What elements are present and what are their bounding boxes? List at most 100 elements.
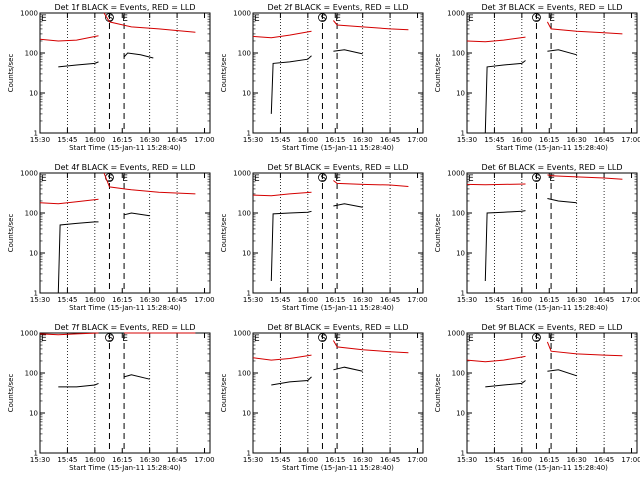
- y-tick-label: 100: [452, 370, 465, 378]
- x-tick-label: 16:15: [539, 296, 559, 304]
- plot-frame: [252, 12, 424, 134]
- x-tick-label: 15:45: [484, 456, 504, 464]
- marker-circle: [318, 333, 327, 342]
- x-tick-label: 15:45: [57, 296, 77, 304]
- panel-title: Det 6f BLACK = Events, RED = LLD: [481, 163, 622, 172]
- x-tick-label: 15:30: [457, 136, 477, 144]
- panel-title: Det 3f BLACK = Events, RED = LLD: [481, 3, 622, 12]
- marker-label: S: [108, 334, 114, 344]
- x-axis-label: Start Time (15-Jan-11 15:28:40): [282, 304, 394, 312]
- y-tick-label: 1000: [233, 330, 251, 338]
- x-tick-label: 16:45: [167, 136, 187, 144]
- marker-label: S: [535, 174, 541, 184]
- x-tick-label: 15:30: [30, 136, 50, 144]
- y-tick-label: 100: [25, 50, 38, 58]
- x-tick-label: 16:30: [140, 456, 160, 464]
- events-series-line: [547, 369, 577, 377]
- y-axis-label: Counts/sec: [7, 54, 15, 93]
- detector-panel-5: Det 5f BLACK = Events, RED = LLD 1 10 100 10…: [220, 163, 428, 312]
- y-tick-label: 1: [34, 290, 38, 298]
- x-tick-label: 16:45: [380, 456, 400, 464]
- x-tick-label: 16:00: [512, 136, 532, 144]
- lld-series-line: [39, 35, 99, 42]
- y-tick-label: 10: [29, 90, 38, 98]
- x-tick-label: 15:45: [57, 136, 77, 144]
- x-tick-label: 17:00: [621, 296, 640, 304]
- lld-series-line: [466, 36, 526, 43]
- detector-panel-4: Det 4f BLACK = Events, RED = LLD 1 10 100 10…: [7, 163, 215, 312]
- marker-circle: [532, 333, 541, 342]
- y-tick-label: 100: [238, 50, 251, 58]
- y-tick-label: 1000: [20, 330, 38, 338]
- y-axis-label: Counts/sec: [220, 374, 228, 413]
- x-tick-label: 16:00: [298, 296, 318, 304]
- lld-series-line: [546, 341, 623, 357]
- x-axis-label: Start Time (15-Jan-11 15:28:40): [282, 464, 394, 472]
- plot-frame: [252, 172, 424, 294]
- x-axis-label: Start Time (15-Jan-11 15:28:40): [69, 304, 181, 312]
- y-axis-label: Counts/sec: [434, 54, 442, 93]
- y-tick-label: 1000: [233, 170, 251, 178]
- y-tick-label: 100: [25, 370, 38, 378]
- x-tick-label: 16:00: [298, 136, 318, 144]
- events-series-line: [333, 49, 363, 55]
- marker-label: E: [41, 14, 47, 24]
- x-tick-label: 15:45: [270, 296, 290, 304]
- lld-series-line: [333, 20, 409, 31]
- y-tick-label: 100: [25, 210, 38, 218]
- marker-label: E: [335, 14, 341, 24]
- y-tick-label: 1: [461, 450, 465, 458]
- x-tick-label: 15:30: [457, 456, 477, 464]
- marker-label: E: [549, 334, 555, 344]
- lld-series-line: [39, 332, 99, 336]
- x-axis-label: Start Time (15-Jan-11 15:28:40): [496, 144, 608, 152]
- x-tick-label: 16:30: [567, 136, 587, 144]
- x-tick-label: 17:00: [407, 296, 427, 304]
- x-tick-label: 17:00: [407, 136, 427, 144]
- lld-series-line: [252, 354, 312, 361]
- x-tick-label: 15:45: [270, 136, 290, 144]
- events-series-line: [547, 49, 577, 56]
- x-tick-label: 16:45: [594, 136, 614, 144]
- panel-title: Det 5f BLACK = Events, RED = LLD: [267, 163, 408, 172]
- x-tick-label: 15:45: [484, 136, 504, 144]
- x-tick-label: 16:00: [512, 296, 532, 304]
- x-tick-label: 16:45: [167, 456, 187, 464]
- y-tick-label: 1: [247, 450, 251, 458]
- marker-label: S: [321, 14, 327, 24]
- x-tick-label: 16:45: [594, 296, 614, 304]
- y-tick-label: 1000: [20, 10, 38, 18]
- detector-panel-6: Det 6f BLACK = Events, RED = LLD 1 10 100 10…: [434, 163, 640, 312]
- marker-label: S: [108, 14, 114, 24]
- x-tick-label: 15:30: [30, 456, 50, 464]
- lld-series-line: [332, 340, 409, 354]
- x-tick-label: 16:30: [353, 456, 373, 464]
- x-axis-label: Start Time (15-Jan-11 15:28:40): [69, 144, 181, 152]
- y-tick-label: 10: [456, 250, 465, 258]
- marker-label: E: [122, 334, 128, 344]
- x-tick-label: 16:30: [140, 136, 160, 144]
- marker-label: E: [549, 14, 555, 24]
- marker-circle: [105, 333, 114, 342]
- lld-series-line: [466, 355, 526, 363]
- x-tick-label: 15:45: [270, 456, 290, 464]
- y-tick-label: 10: [29, 410, 38, 418]
- x-tick-label: 16:00: [85, 136, 105, 144]
- y-tick-label: 1: [34, 450, 38, 458]
- lld-series-line: [252, 30, 312, 39]
- x-tick-label: 16:15: [539, 456, 559, 464]
- marker-label: E: [335, 174, 341, 184]
- x-axis-label: Start Time (15-Jan-11 15:28:40): [69, 464, 181, 472]
- events-series-line: [333, 366, 363, 372]
- marker-label: E: [468, 334, 474, 344]
- panel-title: Det 9f BLACK = Events, RED = LLD: [481, 323, 622, 332]
- events-series-line: [485, 380, 526, 388]
- panel-title: Det 1f BLACK = Events, RED = LLD: [54, 3, 195, 12]
- x-tick-label: 16:00: [298, 456, 318, 464]
- y-tick-label: 1: [461, 290, 465, 298]
- y-tick-label: 100: [452, 210, 465, 218]
- x-tick-label: 17:00: [194, 296, 214, 304]
- marker-circle: [532, 13, 541, 22]
- detector-panel-3: Det 3f BLACK = Events, RED = LLD 1 10 100 10…: [434, 3, 640, 152]
